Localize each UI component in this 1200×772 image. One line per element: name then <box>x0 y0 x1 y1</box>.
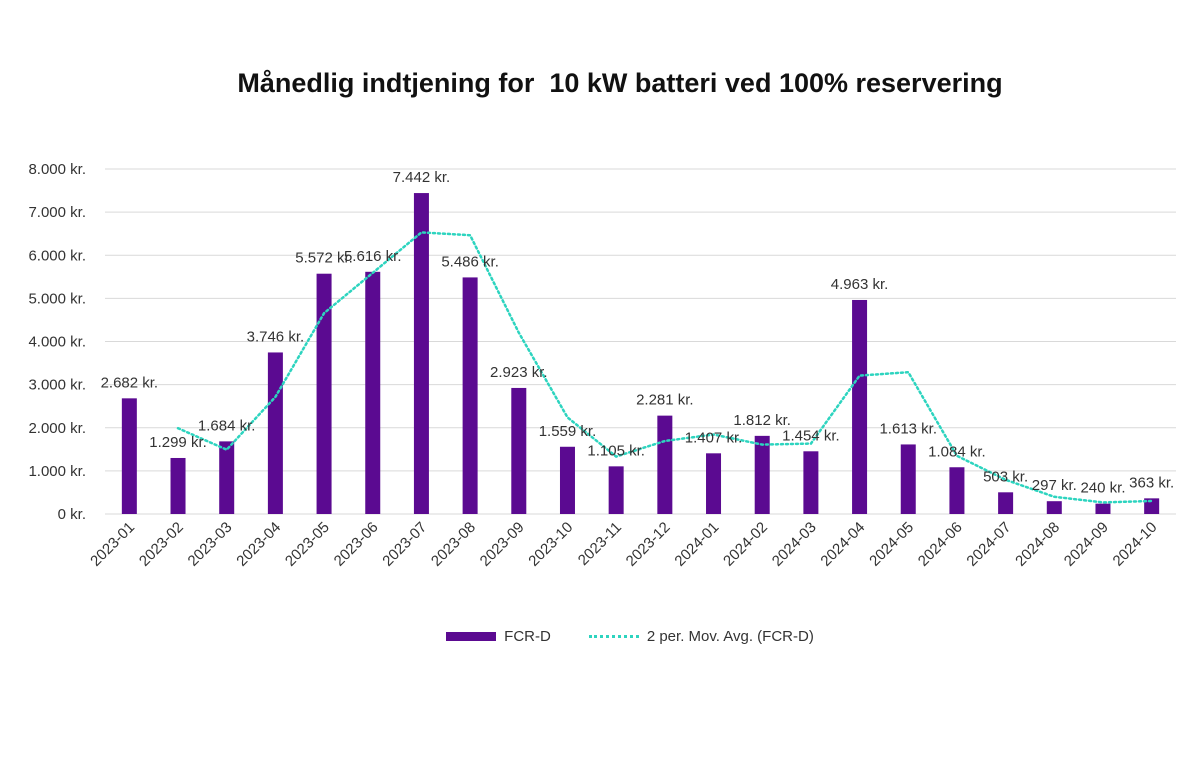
data-label: 3.746 kr. <box>247 328 305 345</box>
bar <box>900 444 916 514</box>
bar <box>998 492 1014 514</box>
x-tick-label: 2024-05 <box>866 519 917 570</box>
x-tick-label: 2024-07 <box>963 519 1014 570</box>
legend: FCR-D 2 per. Mov. Avg. (FCR-D) <box>0 628 1200 645</box>
bar <box>462 277 478 514</box>
chart-title: Månedlig indtjening for 10 kW batteri ve… <box>237 68 1003 98</box>
data-label: 2.923 kr. <box>490 364 548 381</box>
moving-average-line <box>176 231 1153 504</box>
data-label: 1.299 kr. <box>149 434 207 451</box>
bar <box>559 446 575 514</box>
data-label: 1.812 kr. <box>733 412 791 429</box>
data-label: 1.454 kr. <box>782 427 840 444</box>
legend-label: FCR-D <box>504 628 551 645</box>
x-tick-label: 2023-08 <box>428 519 479 570</box>
y-tick-label: 5.000 kr. <box>28 290 86 307</box>
bar <box>1046 501 1062 514</box>
x-tick-label: 2023-12 <box>623 519 674 570</box>
data-label: 5.616 kr. <box>344 248 402 265</box>
legend-item-fcr-d: FCR-D <box>446 628 551 645</box>
y-tick-label: 1.000 kr. <box>28 463 86 480</box>
bar <box>267 352 283 514</box>
bar <box>219 441 235 514</box>
bar <box>1144 498 1160 514</box>
y-tick-label: 8.000 kr. <box>28 161 86 178</box>
data-label: 297 kr. <box>1032 477 1077 494</box>
data-label: 7.442 kr. <box>393 169 451 186</box>
x-tick-label: 2023-11 <box>575 519 625 569</box>
data-label: 4.963 kr. <box>831 276 889 293</box>
x-tick-label: 2023-07 <box>379 519 430 570</box>
x-tick-label: 2023-09 <box>477 519 528 570</box>
legend-item-moving-average: 2 per. Mov. Avg. (FCR-D) <box>588 628 814 645</box>
data-label: 503 kr. <box>983 468 1028 485</box>
x-tick-label: 2024-01 <box>671 519 722 570</box>
y-tick-label: 6.000 kr. <box>28 247 86 264</box>
bar <box>511 387 527 514</box>
legend-swatch-bar <box>446 632 497 641</box>
data-label: 1.084 kr. <box>928 443 986 460</box>
x-tick-label: 2024-03 <box>769 519 820 570</box>
data-label: 2.682 kr. <box>101 374 159 391</box>
bar <box>803 451 819 514</box>
bar <box>1095 503 1111 514</box>
x-tick-label: 2023-06 <box>331 519 382 570</box>
data-label: 1.105 kr. <box>587 442 645 459</box>
x-tick-label: 2024-02 <box>720 519 771 570</box>
bar <box>706 453 722 514</box>
legend-label: 2 per. Mov. Avg. (FCR-D) <box>646 628 814 645</box>
bar <box>365 271 381 514</box>
data-label: 5.486 kr. <box>441 253 499 270</box>
y-tick-label: 2.000 kr. <box>28 420 86 437</box>
x-tick-label: 2023-03 <box>185 519 236 570</box>
x-tick-label: 2024-06 <box>915 519 966 570</box>
data-label: 1.559 kr. <box>539 423 597 440</box>
data-label: 5.572 kr. <box>295 250 353 267</box>
bar <box>949 467 965 514</box>
bar <box>121 398 137 514</box>
x-tick-label: 2024-09 <box>1061 519 1112 570</box>
y-tick-label: 7.000 kr. <box>28 204 86 221</box>
x-tick-label: 2024-04 <box>817 519 868 570</box>
x-tick-label: 2023-04 <box>233 519 284 570</box>
data-label: 1.684 kr. <box>198 417 256 434</box>
bar <box>413 193 429 514</box>
x-tick-label: 2023-01 <box>87 519 138 570</box>
data-label: 2.281 kr. <box>636 392 694 409</box>
bar <box>170 457 186 514</box>
bar <box>852 299 868 514</box>
bar <box>657 415 673 514</box>
x-tick-label: 2023-05 <box>282 519 333 570</box>
x-tick-label: 2024-10 <box>1110 519 1161 570</box>
bar <box>608 466 624 514</box>
data-label: 1.407 kr. <box>685 429 743 446</box>
y-tick-label: 4.000 kr. <box>28 334 86 351</box>
data-label: 1.613 kr. <box>879 420 937 437</box>
x-tick-label: 2024-08 <box>1012 519 1063 570</box>
data-label: 363 kr. <box>1129 474 1174 491</box>
legend-swatch-line <box>588 635 639 638</box>
x-tick-label: 2023-02 <box>136 519 187 570</box>
bar <box>754 435 770 514</box>
y-tick-label: 0 kr. <box>58 506 86 523</box>
bar <box>316 273 332 514</box>
x-tick-label: 2023-10 <box>525 519 576 570</box>
data-label: 240 kr. <box>1080 480 1125 497</box>
y-tick-label: 3.000 kr. <box>28 377 86 394</box>
